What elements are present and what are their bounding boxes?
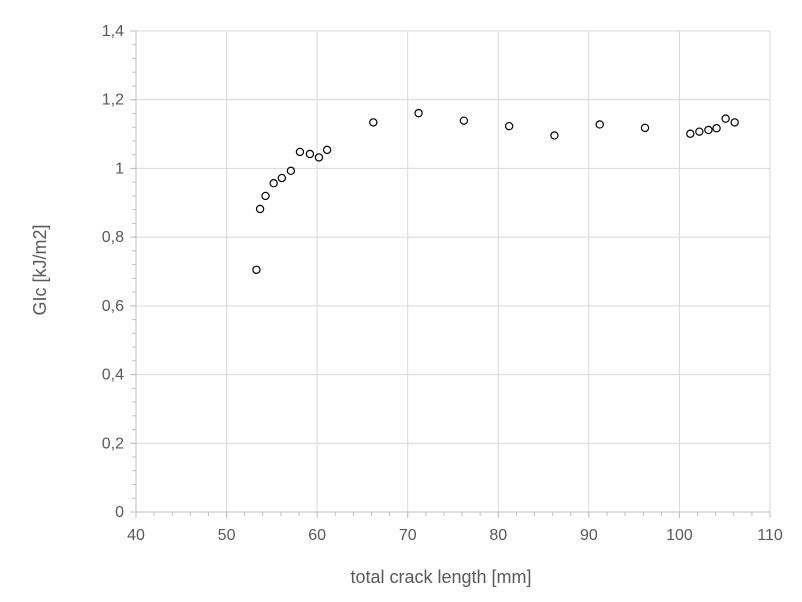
data-point [595, 120, 604, 129]
x-tick-label: 60 [308, 527, 326, 544]
data-point [704, 125, 713, 135]
data-points [252, 108, 739, 274]
data-point [269, 179, 278, 188]
y-axis-tick-labels: 0 0,2 0,4 0,6 0,8 1 1,2 1,4 [102, 23, 124, 521]
data-point [252, 265, 261, 274]
data-point [295, 147, 305, 157]
data-point [712, 124, 721, 133]
x-tick-label: 40 [127, 527, 145, 544]
y-tick-label: 0,6 [102, 298, 124, 315]
data-point [255, 204, 265, 214]
y-tick-label: 0,4 [102, 367, 124, 384]
x-tick-label: 90 [580, 527, 598, 544]
y-tick-label: 0 [115, 504, 124, 521]
grid [136, 30, 771, 512]
data-point [261, 191, 270, 201]
data-point [730, 118, 739, 127]
y-axis-title: GIc [kJ/m2] [30, 224, 50, 315]
data-point [640, 123, 650, 133]
data-point [721, 114, 730, 123]
data-point [277, 173, 287, 183]
data-point [369, 118, 378, 127]
x-tick-label: 110 [757, 527, 783, 544]
y-tick-label: 0,2 [102, 435, 124, 452]
y-tick-label: 1 [115, 160, 124, 177]
data-point [459, 116, 469, 125]
axes [130, 30, 771, 518]
data-point [686, 129, 695, 138]
x-tick-label: 70 [399, 527, 417, 544]
y-tick-label: 0,8 [102, 229, 124, 246]
data-point [305, 149, 315, 159]
data-point [322, 145, 332, 155]
data-point [286, 166, 296, 176]
data-point [695, 127, 704, 136]
data-point [550, 131, 559, 140]
x-tick-label: 80 [489, 527, 507, 544]
data-point [314, 153, 324, 162]
data-point [504, 121, 514, 131]
y-tick-label: 1,2 [102, 92, 124, 109]
x-axis-title: total crack length [mm] [350, 567, 531, 587]
y-tick-label: 1,4 [102, 23, 124, 40]
x-axis-tick-labels: 40 50 60 70 80 90 100 110 [127, 527, 783, 544]
x-tick-label: 50 [218, 527, 236, 544]
data-point [414, 108, 423, 118]
x-tick-label: 100 [666, 527, 693, 544]
